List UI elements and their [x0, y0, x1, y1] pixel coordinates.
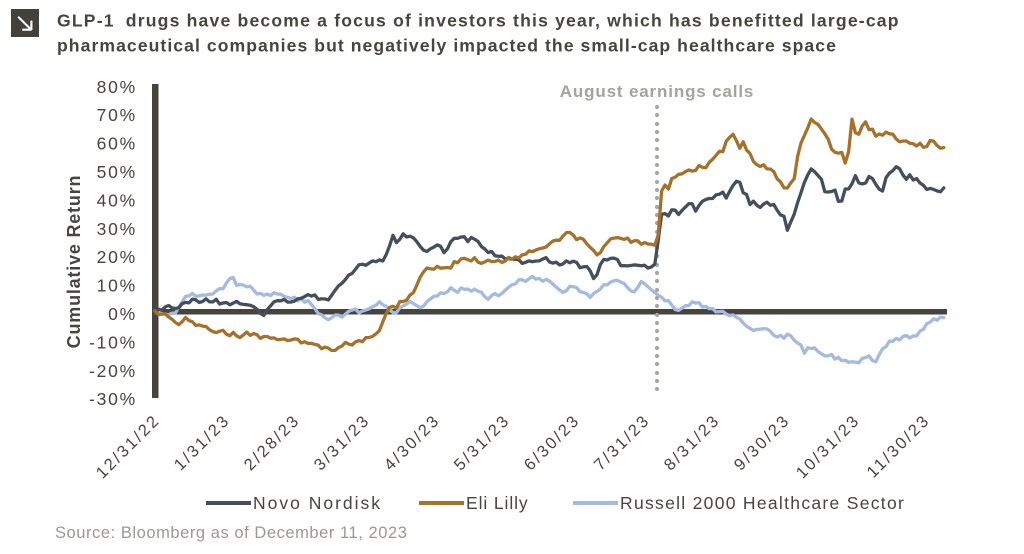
svg-text:2/28/23: 2/28/23	[241, 411, 304, 474]
svg-text:August earnings calls: August earnings calls	[560, 82, 755, 101]
svg-text:70%: 70%	[97, 105, 137, 125]
svg-text:6/30/23: 6/30/23	[521, 411, 584, 474]
svg-text:11/30/23: 11/30/23	[864, 411, 934, 481]
svg-text:10%: 10%	[97, 276, 137, 296]
svg-text:-20%: -20%	[89, 361, 137, 381]
svg-text:40%: 40%	[97, 190, 137, 210]
svg-text:7/31/23: 7/31/23	[591, 411, 654, 474]
svg-text:10/31/23: 10/31/23	[793, 411, 864, 482]
svg-text:12/31/22: 12/31/22	[93, 411, 164, 482]
svg-text:5/31/23: 5/31/23	[451, 411, 514, 474]
svg-text:GLP-1 drugs have become a focu: GLP-1 drugs have become a focus of inves…	[57, 11, 900, 31]
svg-text:pharmaceutical companies but n: pharmaceutical companies but negatively …	[57, 36, 837, 56]
svg-text:-10%: -10%	[89, 332, 137, 352]
svg-text:Eli Lilly: Eli Lilly	[466, 493, 529, 513]
svg-text:Source: Bloomberg as of Decemb: Source: Bloomberg as of December 11, 202…	[55, 524, 407, 542]
svg-text:50%: 50%	[97, 162, 137, 182]
svg-text:4/30/23: 4/30/23	[381, 411, 444, 474]
svg-text:1/31/23: 1/31/23	[171, 411, 234, 474]
svg-text:9/30/23: 9/30/23	[731, 411, 794, 474]
svg-text:Russell 2000 Healthcare Sector: Russell 2000 Healthcare Sector	[620, 493, 905, 513]
svg-text:20%: 20%	[97, 247, 137, 267]
svg-text:0%: 0%	[108, 304, 137, 324]
svg-text:Cumulative Return: Cumulative Return	[64, 175, 84, 349]
svg-text:Novo Nordisk: Novo Nordisk	[253, 493, 382, 513]
svg-text:80%: 80%	[97, 77, 137, 97]
svg-text:-30%: -30%	[89, 389, 137, 409]
svg-text:3/31/23: 3/31/23	[311, 411, 374, 474]
svg-text:8/31/23: 8/31/23	[661, 411, 724, 474]
svg-text:30%: 30%	[97, 219, 137, 239]
svg-text:60%: 60%	[97, 134, 137, 154]
